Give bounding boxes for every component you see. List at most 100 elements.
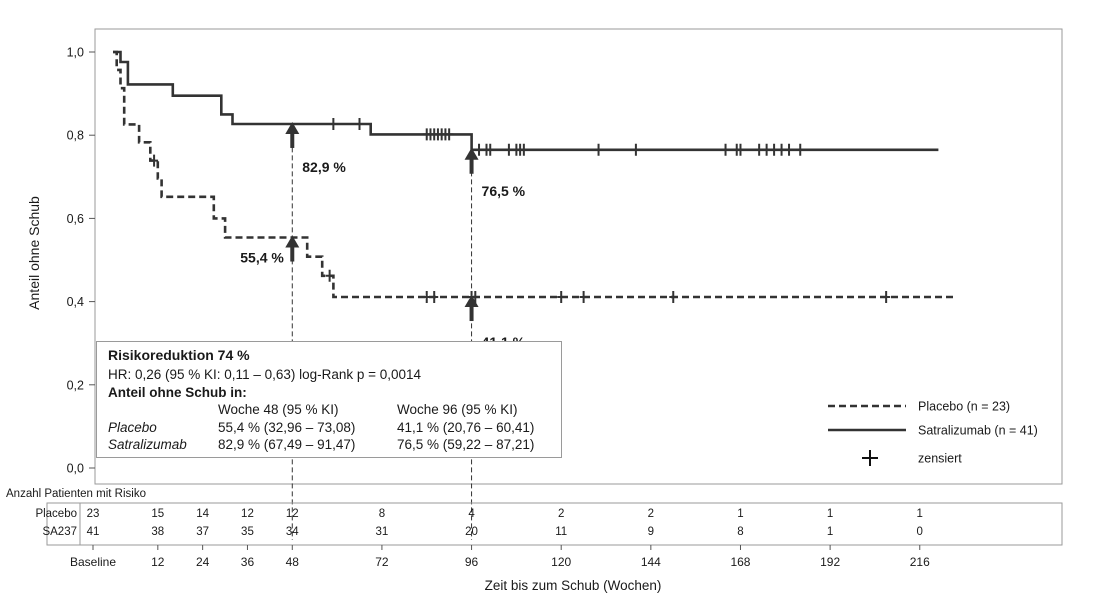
censor-mark-satralizumab <box>504 143 513 156</box>
risk-cell: 12 <box>241 508 254 520</box>
risk-cell: 35 <box>241 526 254 538</box>
y-axis-label: Anteil ohne Schub <box>26 196 42 310</box>
legend-label: Satralizumab (n = 41) <box>918 424 1038 438</box>
box-subtitle: Anteil ohne Schub in: <box>108 385 247 400</box>
risk-cell: 2 <box>558 508 564 520</box>
risk-cell: 12 <box>286 508 299 520</box>
risk-cell: 1 <box>827 508 833 520</box>
risk-cell: 9 <box>648 526 654 538</box>
arrow-head <box>285 235 300 248</box>
risk-cell: 23 <box>87 508 100 520</box>
censor-mark-placebo <box>325 269 334 282</box>
risk-cell: 11 <box>555 526 567 538</box>
x-tick-label: 144 <box>641 555 661 569</box>
risk-cell: 34 <box>286 526 299 538</box>
legend-label: zensiert <box>918 452 962 466</box>
censor-mark-placebo <box>669 291 678 304</box>
censor-mark-placebo <box>422 291 431 304</box>
x-tick-label: 168 <box>730 555 750 569</box>
risk-cell: 38 <box>151 526 164 538</box>
risk-reduction-box: Risikoreduktion 74 % HR: 0,26 (95 % KI: … <box>96 341 562 458</box>
box-col1-header: Woche 48 (95 % KI) <box>218 402 339 417</box>
annotation-labels: 82,9 %76,5 %55,4 %41,1 % <box>240 159 525 350</box>
y-tick-label: 0,8 <box>67 129 84 143</box>
censor-mark-placebo <box>150 154 159 167</box>
censor-mark-satralizumab <box>594 143 603 156</box>
censor-mark-satralizumab <box>721 143 730 156</box>
censor-mark-satralizumab <box>445 128 454 141</box>
x-tick-label: 216 <box>910 555 930 569</box>
annotation-label: 76,5 % <box>482 183 526 199</box>
arrow-head <box>464 295 479 308</box>
risk-cell: 31 <box>376 526 389 538</box>
risk-row-label: Placebo <box>35 508 77 520</box>
x-tick-label: 192 <box>820 555 840 569</box>
survival-curves <box>113 50 954 299</box>
box-row2-col1: 82,9 % (67,49 – 91,47) <box>218 437 356 452</box>
y-tick-label: 0,6 <box>67 212 84 226</box>
censor-mark-satralizumab <box>329 117 338 130</box>
risk-cell: 4 <box>468 508 475 520</box>
legend-censor-icon <box>862 450 878 466</box>
box-row1-label: Placebo <box>108 420 157 435</box>
censor-mark-satralizumab <box>785 143 794 156</box>
censor-mark-placebo <box>430 291 439 304</box>
risk-cell: 20 <box>465 526 478 538</box>
risk-cell: 15 <box>151 508 164 520</box>
x-axis: Baseline 12 24 36 48 72 96 120 144 168 192 216 <box>70 545 930 569</box>
box-hr-line: HR: 0,26 (95 % KI: 0,11 – 0,63) log-Rank… <box>108 367 422 382</box>
censor-mark-satralizumab <box>475 143 484 156</box>
legend-label: Placebo (n = 23) <box>918 400 1010 414</box>
box-title: Risikoreduktion 74 % <box>108 347 250 363</box>
risk-table-frame <box>46 502 1063 546</box>
y-tick-label: 1,0 <box>67 46 84 60</box>
y-axis: 1,0 0,8 0,6 0,4 0,2 0,0 <box>67 46 95 476</box>
risk-table-title: Anzahl Patienten mit Risiko <box>6 488 146 500</box>
x-tick-label: 120 <box>551 555 571 569</box>
censor-mark-satralizumab <box>519 143 528 156</box>
x-tick-label: 72 <box>375 555 389 569</box>
censor-mark-satralizumab <box>777 143 786 156</box>
y-tick-label: 0,0 <box>67 462 84 476</box>
censor-mark-satralizumab <box>486 143 495 156</box>
risk-cell: 1 <box>827 526 833 538</box>
risk-cell: 8 <box>737 526 743 538</box>
risk-cell: 1 <box>737 508 743 520</box>
censor-mark-placebo <box>882 291 891 304</box>
censor-mark-placebo <box>557 291 566 304</box>
risk-cell: 8 <box>379 508 385 520</box>
annotation-label: 55,4 % <box>240 250 284 266</box>
box-row2-col2: 76,5 % (59,22 – 87,21) <box>397 437 535 452</box>
x-tick-label: Baseline <box>70 555 116 569</box>
plot-frame <box>94 28 1063 485</box>
risk-cell: 1 <box>917 508 923 520</box>
annotation-label: 82,9 % <box>302 159 346 175</box>
arrow-head <box>285 121 300 134</box>
x-tick-label: 24 <box>196 555 210 569</box>
risk-row-label: SA237 <box>42 526 77 538</box>
censor-mark-satralizumab <box>355 117 364 130</box>
annotation-arrows <box>285 121 479 322</box>
censor-mark-satralizumab <box>796 143 805 156</box>
arrow-head <box>464 147 479 160</box>
x-tick-label: 36 <box>241 555 255 569</box>
censor-mark-satralizumab <box>631 143 640 156</box>
y-tick-label: 0,2 <box>67 378 84 392</box>
censor-mark-satralizumab <box>736 143 745 156</box>
x-tick-label: 96 <box>465 555 479 569</box>
box-row1-col2: 41,1 % (20,76 – 60,41) <box>397 420 535 435</box>
box-col2-header: Woche 96 (95 % KI) <box>397 402 518 417</box>
censor-mark-satralizumab <box>762 143 771 156</box>
x-axis-label: Zeit bis zum Schub (Wochen) <box>485 578 662 593</box>
reference-lines <box>291 139 473 540</box>
curve-placebo <box>113 50 954 299</box>
censor-mark-satralizumab <box>755 143 764 156</box>
x-tick-label: 12 <box>151 555 165 569</box>
risk-cell: 14 <box>196 508 209 520</box>
censor-marks <box>150 117 891 304</box>
risk-cell: 0 <box>917 526 923 538</box>
risk-cell: 37 <box>196 526 209 538</box>
box-row2-label: Satralizumab <box>108 437 187 452</box>
